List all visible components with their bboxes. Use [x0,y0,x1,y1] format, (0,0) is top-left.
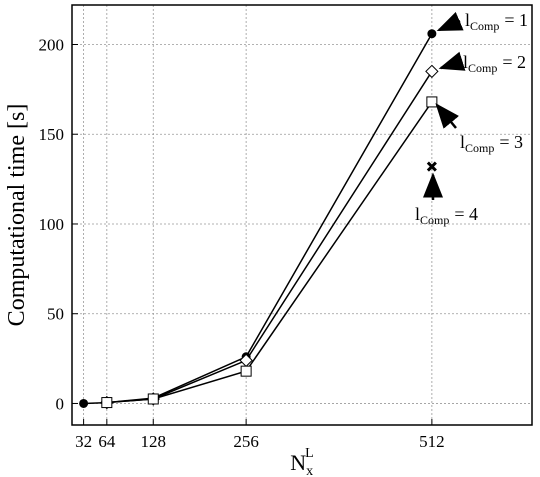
label-rest: = 2 [502,52,526,72]
series-line [106,101,433,404]
label-rest: = 4 [454,204,478,224]
y-axis-label: Computational time [s] [4,104,30,327]
label-rest: = 1 [504,10,528,30]
y-tick-label: 50 [47,305,64,324]
x-tick-label: 128 [141,432,167,451]
series-label: lComp = 4 [415,204,478,227]
label-sub: Comp [468,61,497,75]
series-label: lComp = 1 [465,10,528,33]
x-tick-label: 256 [233,432,259,451]
marker [147,393,159,405]
arrow [438,51,466,71]
marker [427,29,437,39]
label-base: l [460,132,465,152]
arrow [436,11,464,32]
series-line [106,71,433,404]
plot-frame [71,4,533,426]
label-sub: Comp [465,141,494,155]
arrow [435,103,460,129]
label-sub: Comp [420,213,449,227]
y-tick-label: 200 [39,35,65,54]
label-base: l [415,204,420,224]
label-base: l [465,10,470,30]
x-tick-label: 512 [419,432,445,451]
series-label: lComp = 2 [463,52,526,75]
x-tick-label: 32 [75,432,92,451]
marker [101,397,113,409]
y-tick-label: 150 [39,125,65,144]
label-rest: = 3 [499,132,523,152]
series-line [83,33,433,405]
marker [240,365,252,377]
marker [426,96,438,108]
marker [426,161,437,172]
y-tick-label: 100 [39,215,65,234]
y-tick-label: 0 [56,394,65,413]
x-axis-label: NxL [290,446,313,477]
label-sub: Comp [470,19,499,33]
label-base: l [463,52,468,72]
marker [425,64,439,79]
series-label: lComp = 3 [460,132,523,155]
marker [79,398,89,408]
x-tick-label: 64 [98,432,116,451]
